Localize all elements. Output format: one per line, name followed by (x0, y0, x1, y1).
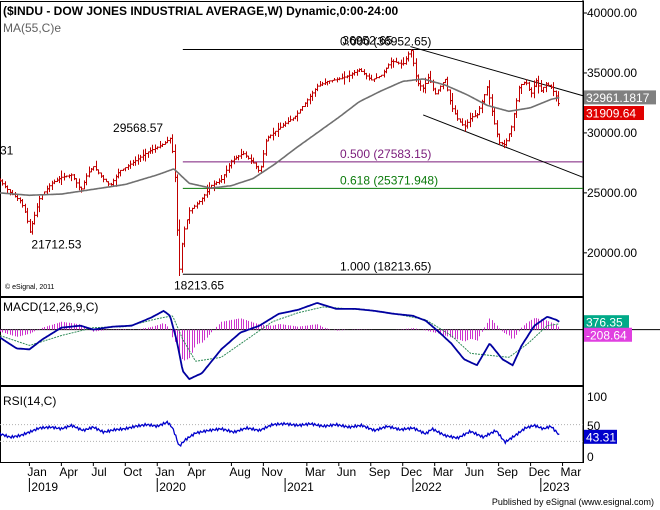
year-label: 2021 (287, 480, 314, 494)
rsi-tick-label: 0 (587, 450, 594, 464)
month-label: Jul (91, 465, 106, 479)
month-label: Oct (123, 465, 142, 479)
month-label: Dec (401, 465, 422, 479)
month-label: Mar (433, 465, 454, 479)
rsi-last-value: 43.31 (586, 430, 616, 444)
month-label: Apr (187, 465, 206, 479)
annotation-label: 21712.53 (31, 237, 81, 251)
month-label: Sep (497, 465, 519, 479)
price-bars (0, 49, 560, 276)
price-tick-label: 30000.00 (587, 126, 637, 140)
price-last-value: 31909.64 (586, 107, 636, 121)
ma-last-value: 32961.1817 (586, 91, 650, 105)
fib-level-label: 0.500 (27583.15) (340, 147, 431, 161)
price-tick-label: 40000.00 (587, 6, 637, 20)
month-label: Jan (27, 465, 46, 479)
price-tick-label: 20000.00 (587, 246, 637, 260)
price-last-value-badges: 32961.1817 31909.64 (584, 90, 656, 121)
rsi-label: RSI(14,C) (3, 394, 56, 408)
time-axis: Jan Apr Jul Oct Jan Apr Aug Nov Mar Jun Sep Dec Mar J… (27, 462, 581, 494)
rsi-tick-label: 50 (587, 419, 601, 433)
rsi-panel[interactable]: RSI(14,C) 100 50 0 43.31 (0, 390, 617, 464)
macd-panel[interactable]: MACD(12,26,9,C) 376.35-208.64 (0, 300, 660, 381)
month-label: Apr (59, 465, 78, 479)
price-last-badge (584, 106, 644, 121)
macd-signal-line (0, 306, 560, 362)
rsi-last-badge (584, 429, 617, 444)
price-panel[interactable]: 0.000 (36952.65) 0.500 (27583.15) 0.618 (2… (0, 4, 584, 293)
price-tick-label: 35000.00 (587, 66, 637, 80)
year-label: 2022 (415, 480, 442, 494)
copyright-text: © eSignal, 2011 (5, 283, 55, 291)
ma55-line (0, 78, 560, 197)
month-label: Sep (369, 465, 391, 479)
month-label: Mar (305, 465, 326, 479)
annotation-label: 36952.65 (342, 34, 392, 48)
price-annotations: 36952.65 29568.57 21712.53 18213.65 31 (0, 34, 393, 293)
annotation-label: 18213.65 (174, 278, 224, 292)
year-label: 2023 (543, 480, 570, 494)
macd-signal-value: -208.64 (586, 328, 627, 342)
macd-last-badge (584, 315, 629, 330)
publisher-text: Published by eSignal (www.esignal.com) (492, 497, 654, 507)
month-label: Dec (529, 465, 550, 479)
month-label: Jun (337, 465, 356, 479)
macd-signal-badge (584, 327, 632, 342)
month-label: Nov (261, 465, 282, 479)
year-label: 2019 (31, 480, 58, 494)
fib-level-label: 0.000 (36952.65) (340, 35, 431, 49)
panel-frames (0, 0, 584, 463)
month-label: Aug (229, 465, 250, 479)
year-label: 2020 (159, 480, 186, 494)
fibonacci-levels: 0.000 (36952.65) 0.500 (27583.15) 0.618 (2… (182, 35, 583, 275)
annotation-label: 31 (0, 143, 14, 157)
trend-channel (410, 46, 584, 178)
month-label: Mar (561, 465, 582, 479)
ma-label: MA(55,C)e (3, 21, 61, 35)
macd-line (0, 302, 560, 381)
price-tick-label: 25000.00 (587, 186, 637, 200)
macd-last-value: 376.35 (586, 316, 623, 330)
month-label: Jun (465, 465, 484, 479)
fib-level-label: 1.000 (18213.65) (340, 259, 431, 273)
macd-label: MACD(12,26,9,C) (3, 300, 98, 314)
rsi-tick-label: 100 (587, 390, 607, 404)
channel-upper-line (410, 46, 584, 97)
ma-layer (0, 78, 560, 197)
rsi-line (0, 420, 560, 447)
ma-last-badge (584, 90, 656, 105)
chart-title: ($INDU - DOW JONES INDUSTRIAL AVERAGE,W)… (3, 4, 399, 18)
annotation-label: 29568.57 (113, 121, 163, 135)
price-axis: 20000.00 25000.00 30000.00 35000.00 40000.00 (583, 6, 637, 260)
channel-lower-line (423, 114, 584, 178)
month-label: Jan (155, 465, 174, 479)
fib-level-label: 0.618 (25371.948) (340, 173, 438, 187)
